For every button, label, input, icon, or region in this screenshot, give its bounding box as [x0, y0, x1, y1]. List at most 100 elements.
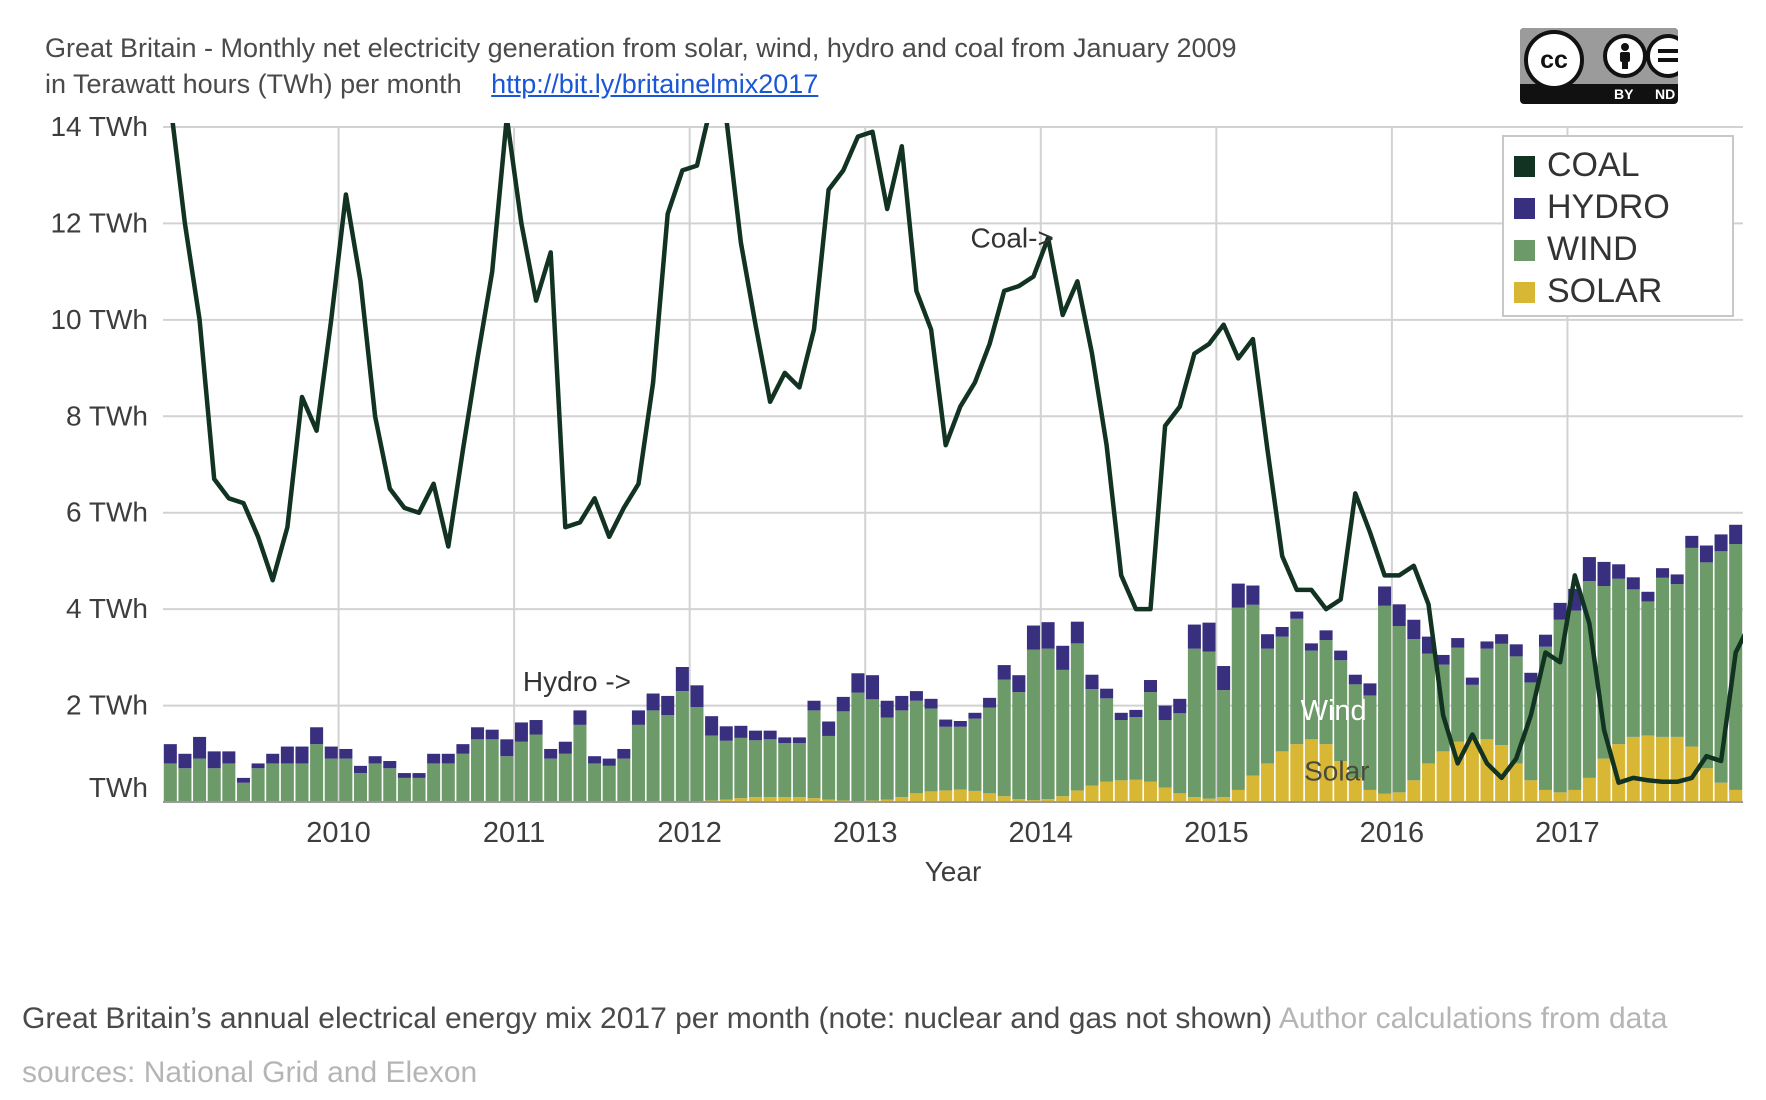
wind-bar — [236, 782, 250, 802]
wind-bar — [471, 739, 485, 802]
solar-bar — [953, 789, 967, 802]
wind-bar — [924, 708, 938, 792]
solar-bar — [1729, 789, 1743, 802]
hydro-bar — [471, 727, 485, 740]
hydro-bar — [280, 746, 294, 764]
solar-bar — [822, 799, 836, 802]
wind-bar — [880, 717, 894, 800]
hydro-bar — [368, 756, 382, 764]
wind-bar — [675, 691, 689, 802]
legend-label-coal: COAL — [1547, 146, 1640, 184]
hydro-bar — [792, 737, 806, 744]
wind-bar — [485, 739, 499, 802]
solar-bar — [1217, 797, 1231, 802]
wind-bar — [909, 700, 923, 794]
wind-bar — [207, 768, 221, 802]
wind-bar — [1421, 653, 1435, 764]
hydro-bar — [558, 741, 572, 754]
hydro-bar — [1143, 680, 1158, 693]
hydro-bar — [236, 777, 250, 783]
hydro-bar — [617, 748, 631, 759]
wind-bar — [1129, 717, 1143, 780]
hydro-bar — [1304, 643, 1318, 651]
hydro-bar — [1656, 568, 1670, 578]
wind-bar — [1275, 636, 1289, 752]
hydro-bar — [924, 698, 938, 709]
x-tick-label: 2015 — [1184, 817, 1249, 849]
wind-bar — [1261, 648, 1275, 764]
solar-bar — [1641, 735, 1655, 802]
solar-bar — [997, 796, 1011, 802]
x-tick-label: 2013 — [833, 817, 898, 849]
wind-bar — [514, 741, 528, 802]
wind-bar — [1012, 692, 1026, 800]
solar-bar — [1143, 781, 1158, 802]
hydro-bar — [1100, 688, 1114, 699]
hydro-bar — [1670, 574, 1684, 585]
hydro-bar — [661, 695, 675, 716]
wind-bar — [1070, 643, 1084, 791]
equals-icon — [1658, 49, 1678, 62]
nd-label: ND — [1655, 86, 1676, 102]
solar-bar — [1568, 789, 1582, 802]
wind-bar — [163, 763, 177, 802]
solar-bar — [748, 797, 763, 802]
hydro-bar — [983, 697, 997, 708]
hydro-bar — [1085, 674, 1099, 690]
hydro-bar — [763, 730, 777, 740]
source-link[interactable]: http://bit.ly/britainelmix2017 — [491, 69, 819, 99]
hydro-bar — [222, 751, 236, 764]
hydro-bar — [1261, 634, 1275, 649]
wind-bar — [953, 726, 967, 790]
wind-bar — [836, 711, 850, 801]
wind-bar — [895, 710, 909, 798]
attribution-icon — [1603, 34, 1647, 78]
wind-bar — [353, 773, 368, 802]
wind-bar — [646, 710, 660, 802]
solar-bar — [1582, 777, 1596, 802]
hydro-bar — [939, 719, 953, 727]
caption-source: Author calculations from data sources: N… — [22, 1002, 1668, 1089]
wind-bar — [1509, 656, 1523, 764]
person-icon — [1620, 43, 1630, 69]
wind-bar — [1626, 589, 1640, 737]
hydro-bar — [544, 748, 558, 759]
solar-bar — [1041, 799, 1055, 802]
hydro-bar — [324, 746, 338, 759]
y-tick-label: 14 TWh — [50, 111, 148, 142]
solar-bar — [1392, 792, 1406, 802]
hydro-bar — [1553, 602, 1567, 620]
hydro-bar — [397, 773, 411, 778]
wind-bar — [690, 707, 704, 802]
wind-bar — [1173, 713, 1187, 794]
hydro-bar — [339, 748, 353, 759]
solar-bar — [1319, 744, 1333, 802]
wind-bar — [1348, 684, 1362, 778]
hydro-bar — [1407, 619, 1421, 640]
hydro-bar — [1026, 625, 1040, 650]
hydro-bar — [588, 756, 602, 764]
solar-bar — [1187, 797, 1201, 802]
hydro-bar — [573, 710, 587, 725]
hydro-bar — [1187, 624, 1201, 649]
solar-bar — [1246, 775, 1260, 802]
wind-bar — [1319, 640, 1333, 745]
solar-bar — [1509, 763, 1523, 802]
creative-commons-license-badge[interactable]: cc BY ND — [1520, 28, 1678, 104]
solar-bar — [1378, 793, 1392, 802]
hydro-bar — [251, 763, 265, 769]
hydro-bar — [1465, 677, 1479, 685]
wind-bar — [339, 758, 353, 802]
hydro-bar — [485, 729, 499, 740]
hydro-bar — [997, 665, 1011, 680]
hydro-bar — [1041, 622, 1055, 649]
solar-bar — [1407, 780, 1421, 802]
y-tick-label: TWh — [89, 772, 148, 803]
hydro-bar — [1392, 604, 1406, 627]
wind-bar — [1290, 618, 1304, 745]
wind-bar — [588, 763, 602, 802]
wind-bar — [1026, 649, 1040, 801]
hydro-bar — [895, 695, 909, 711]
solar-bar — [1056, 796, 1070, 802]
hydro-bar — [1129, 709, 1143, 718]
